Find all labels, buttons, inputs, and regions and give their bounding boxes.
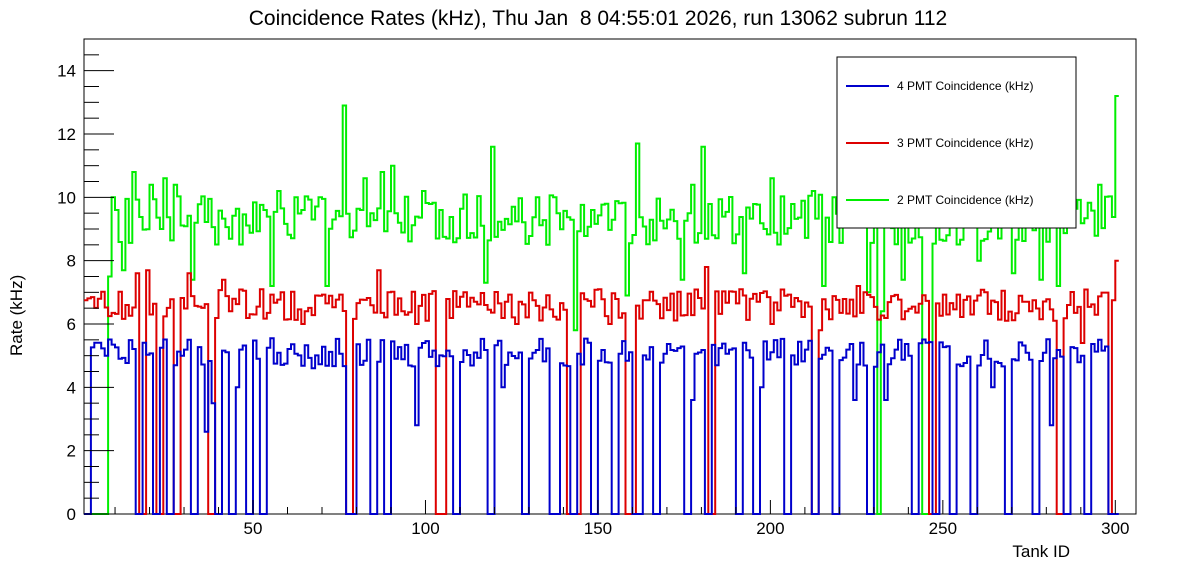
x-tick-label: 300 <box>1101 519 1129 538</box>
legend-label-2pmt: 2 PMT Coincidence (kHz) <box>897 193 1034 207</box>
legend-label-4pmt: 4 PMT Coincidence (kHz) <box>897 79 1034 93</box>
y-axis-label: Rate (kHz) <box>7 275 26 356</box>
series-line-pmt2 <box>84 95 1119 515</box>
legend-label-3pmt: 3 PMT Coincidence (kHz) <box>897 136 1034 150</box>
y-tick-label: 14 <box>57 62 76 81</box>
x-tick-label: 50 <box>244 519 263 538</box>
legend: 4 PMT Coincidence (kHz) 3 PMT Coincidenc… <box>836 56 1077 229</box>
y-tick-label: 2 <box>67 442 76 461</box>
chart-title: Coincidence Rates (kHz), Thu Jan 8 04:55… <box>249 7 948 30</box>
series-line-pmt3 <box>84 259 1119 515</box>
x-tick-label: 100 <box>411 519 439 538</box>
y-tick-label: 12 <box>57 125 76 144</box>
y-tick-label: 10 <box>57 188 76 207</box>
y-tick-label: 6 <box>67 315 76 334</box>
y-tick-label: 4 <box>67 378 76 397</box>
x-tick-label: 250 <box>929 519 957 538</box>
series-layer <box>84 95 1119 515</box>
x-axis-label: Tank ID <box>1012 542 1070 561</box>
y-tick-label: 8 <box>67 252 76 271</box>
series-line-pmt4 <box>84 337 1119 515</box>
y-axis: 0 2 4 6 8 10 12 14 <box>57 38 114 524</box>
x-axis: 50 100 150 200 250 300 <box>114 500 1129 538</box>
y-tick-label: 0 <box>67 505 76 524</box>
x-tick-label: 150 <box>584 519 612 538</box>
x-tick-label: 200 <box>756 519 784 538</box>
